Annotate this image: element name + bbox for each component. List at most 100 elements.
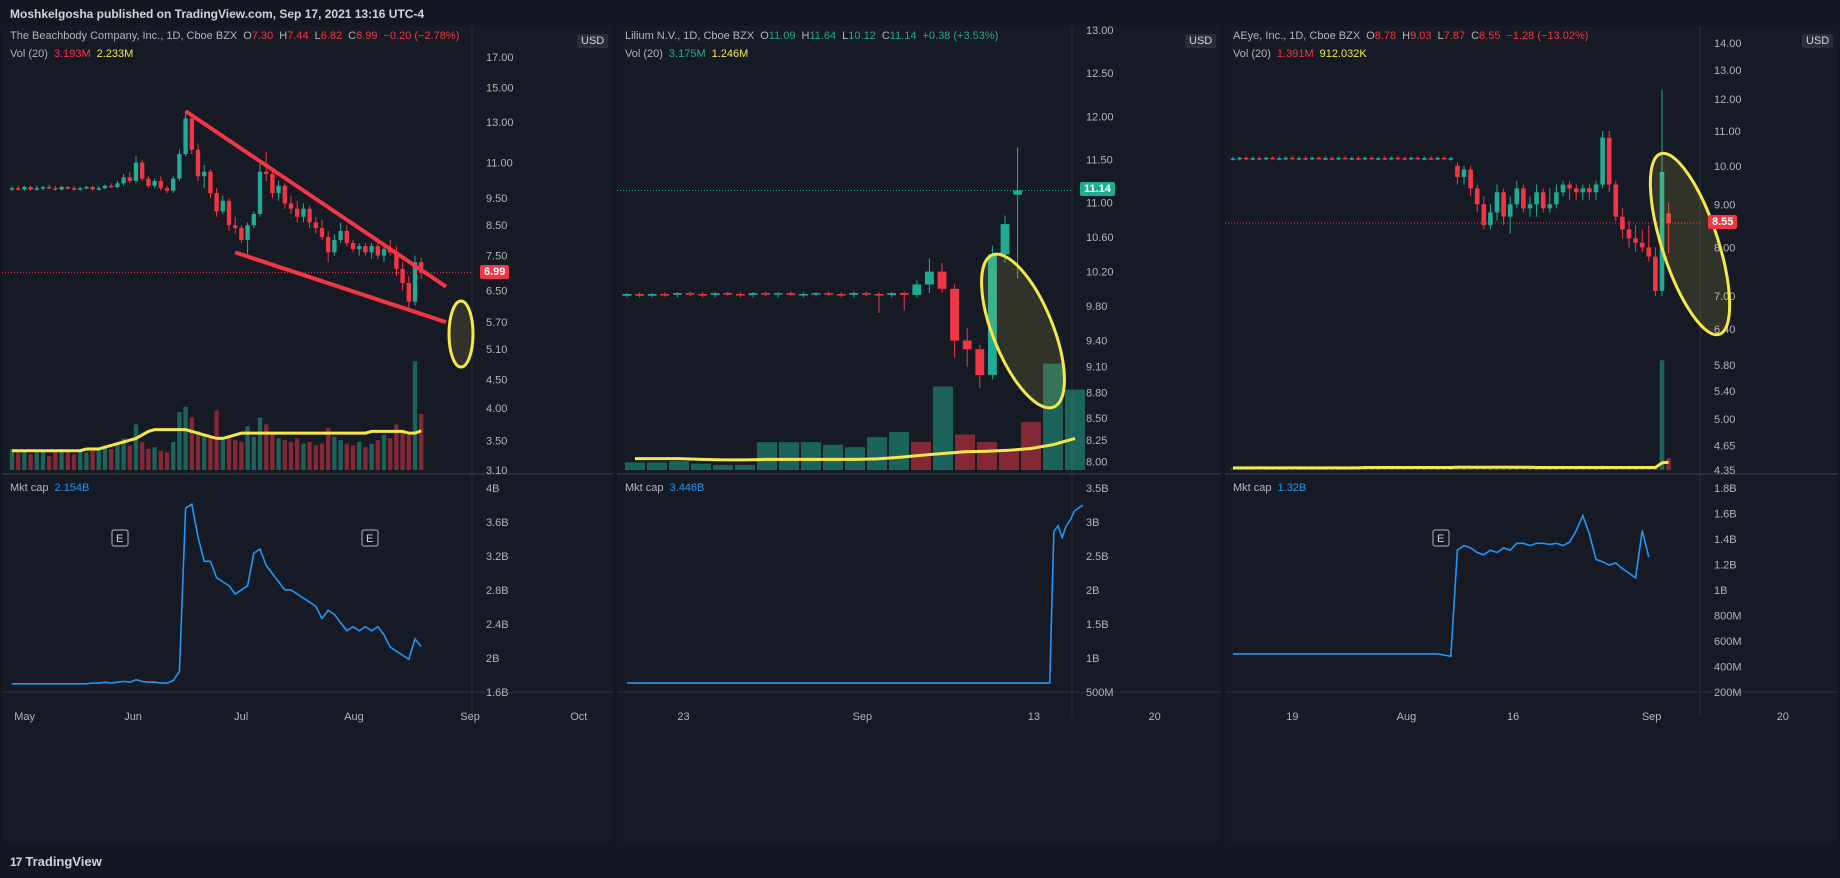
candle-body (412, 262, 418, 302)
volume-bar (109, 448, 114, 470)
candle-body (121, 177, 126, 184)
currency-label[interactable]: USD (1802, 34, 1834, 48)
mktcap-tick-label: 2.8B (486, 585, 509, 597)
time-tick-label: 20 (1149, 711, 1161, 723)
candle-body (1468, 169, 1473, 189)
ohlc-o-label: O (760, 30, 769, 42)
volume-value: 3.175M (668, 48, 706, 60)
volume-label: Vol (20) (10, 48, 48, 60)
volume-bar (1408, 468, 1414, 470)
candle-body (1547, 204, 1553, 209)
volume-bar (779, 442, 799, 470)
volume-bar (1659, 360, 1665, 470)
ohlc-o-label: O (1366, 30, 1375, 42)
volume-bar (189, 417, 194, 470)
candle-body (1395, 157, 1401, 160)
mktcap-tick-label: 3.2B (486, 551, 509, 563)
last-price-tag: 11.14 (1080, 182, 1115, 197)
currency-label[interactable]: USD (1185, 34, 1217, 48)
price-tick-label: 8.25 (1086, 435, 1107, 447)
ohlc-h-value: 7.44 (287, 30, 309, 42)
highlight-ellipse (447, 299, 475, 369)
candle-body (381, 249, 387, 256)
candle-body (748, 293, 758, 295)
volume-bar (102, 445, 108, 470)
candle-body (40, 186, 46, 189)
candle-body (1316, 157, 1322, 160)
chart-panel-lilium[interactable]: 13.00 12.50 12.00 11.50 11.00 10.60 10.20 9.80 9… (617, 26, 1221, 842)
candle-body (710, 293, 720, 295)
ohlc-o-label: O (243, 30, 252, 42)
candle-body (899, 293, 909, 295)
ohlc-c-label: C (881, 30, 890, 42)
volume-bar (22, 450, 27, 470)
volume-bar (412, 361, 418, 470)
candle-body (685, 293, 695, 295)
volume-legend: Vol (20) 1.391M 912.032K (1233, 48, 1367, 60)
candle-body (220, 200, 225, 212)
candle-body (1461, 169, 1467, 177)
time-tick-label: Aug (1397, 711, 1417, 723)
volume-bar (1362, 468, 1368, 470)
volume-bar (1435, 468, 1440, 470)
volume-bar (363, 447, 368, 470)
price-tick-label: 11.00 (1714, 126, 1741, 138)
volume-bar (270, 433, 275, 470)
volume-ma-line (635, 436, 1076, 462)
volume-bar (999, 449, 1019, 470)
price-tick-label: 4.35 (1714, 465, 1735, 477)
candle-body (78, 188, 83, 190)
mktcap-tick-label: 400M (1714, 662, 1742, 674)
price-tick-label: 3.10 (486, 465, 507, 477)
volume-ma-line (1233, 460, 1669, 470)
currency-label[interactable]: USD (577, 34, 609, 48)
price-tick-label: 4.65 (1714, 441, 1735, 453)
mktcap-tick-label: 4B (486, 483, 499, 495)
chart-panel-beachbody[interactable]: 17.00 15.00 13.00 11.00 9.50 8.50 7.50 6.50 5.70… (2, 26, 613, 842)
candle-body (1600, 137, 1605, 185)
candle-body (102, 185, 108, 189)
time-tick-label: 23 (677, 711, 689, 723)
highlight-ellipse (980, 252, 1066, 410)
volume-bar (691, 463, 711, 470)
candle-body (288, 203, 294, 209)
volume-bar (867, 437, 887, 470)
candle-body (1593, 184, 1599, 193)
tradingview-logo[interactable]: 17 TradingView (10, 854, 102, 869)
candle-body (1296, 158, 1302, 160)
price-tick-label: 9.00 (1714, 199, 1735, 211)
volume-bar (326, 427, 331, 470)
candle-body (1342, 157, 1348, 160)
candle-body (140, 162, 145, 179)
candle-body (1646, 247, 1652, 257)
price-tick-label: 4.50 (486, 375, 507, 387)
volume-bar (53, 452, 58, 470)
candle-body (635, 294, 645, 296)
candle-body (1356, 158, 1361, 160)
price-tick-label: 4.00 (486, 403, 507, 415)
candle-body (109, 185, 114, 188)
candle-body (1290, 157, 1295, 160)
candle-body (406, 282, 411, 302)
tradingview-logo-icon: 17 (10, 855, 22, 869)
ohlc-c-label: C (348, 30, 357, 42)
price-tick-label: 13.00 (1714, 65, 1742, 77)
volume-bar (251, 436, 256, 470)
candle-body (1250, 158, 1256, 160)
candle-body (214, 193, 219, 212)
volume-bar (1389, 468, 1394, 470)
candle-body (84, 186, 89, 189)
volume-bar (1382, 468, 1388, 470)
volume-bar (1666, 458, 1671, 470)
candle-body (195, 149, 201, 177)
candle-body (307, 208, 312, 223)
ohlc-l-label: L (1437, 30, 1444, 42)
mktcap-label: Mkt cap (625, 482, 664, 494)
candle-body (672, 293, 682, 295)
price-tick-label: 17.00 (486, 52, 514, 64)
volume-bar (195, 431, 201, 470)
publish-info: Moshkelgosha published on TradingView.co… (10, 7, 425, 21)
chart-panel-aeye[interactable]: 14.0013.0012.0011.0010.009.008.007.006.4… (1225, 26, 1838, 842)
candle-body (127, 177, 132, 181)
volume-bar (369, 443, 374, 470)
